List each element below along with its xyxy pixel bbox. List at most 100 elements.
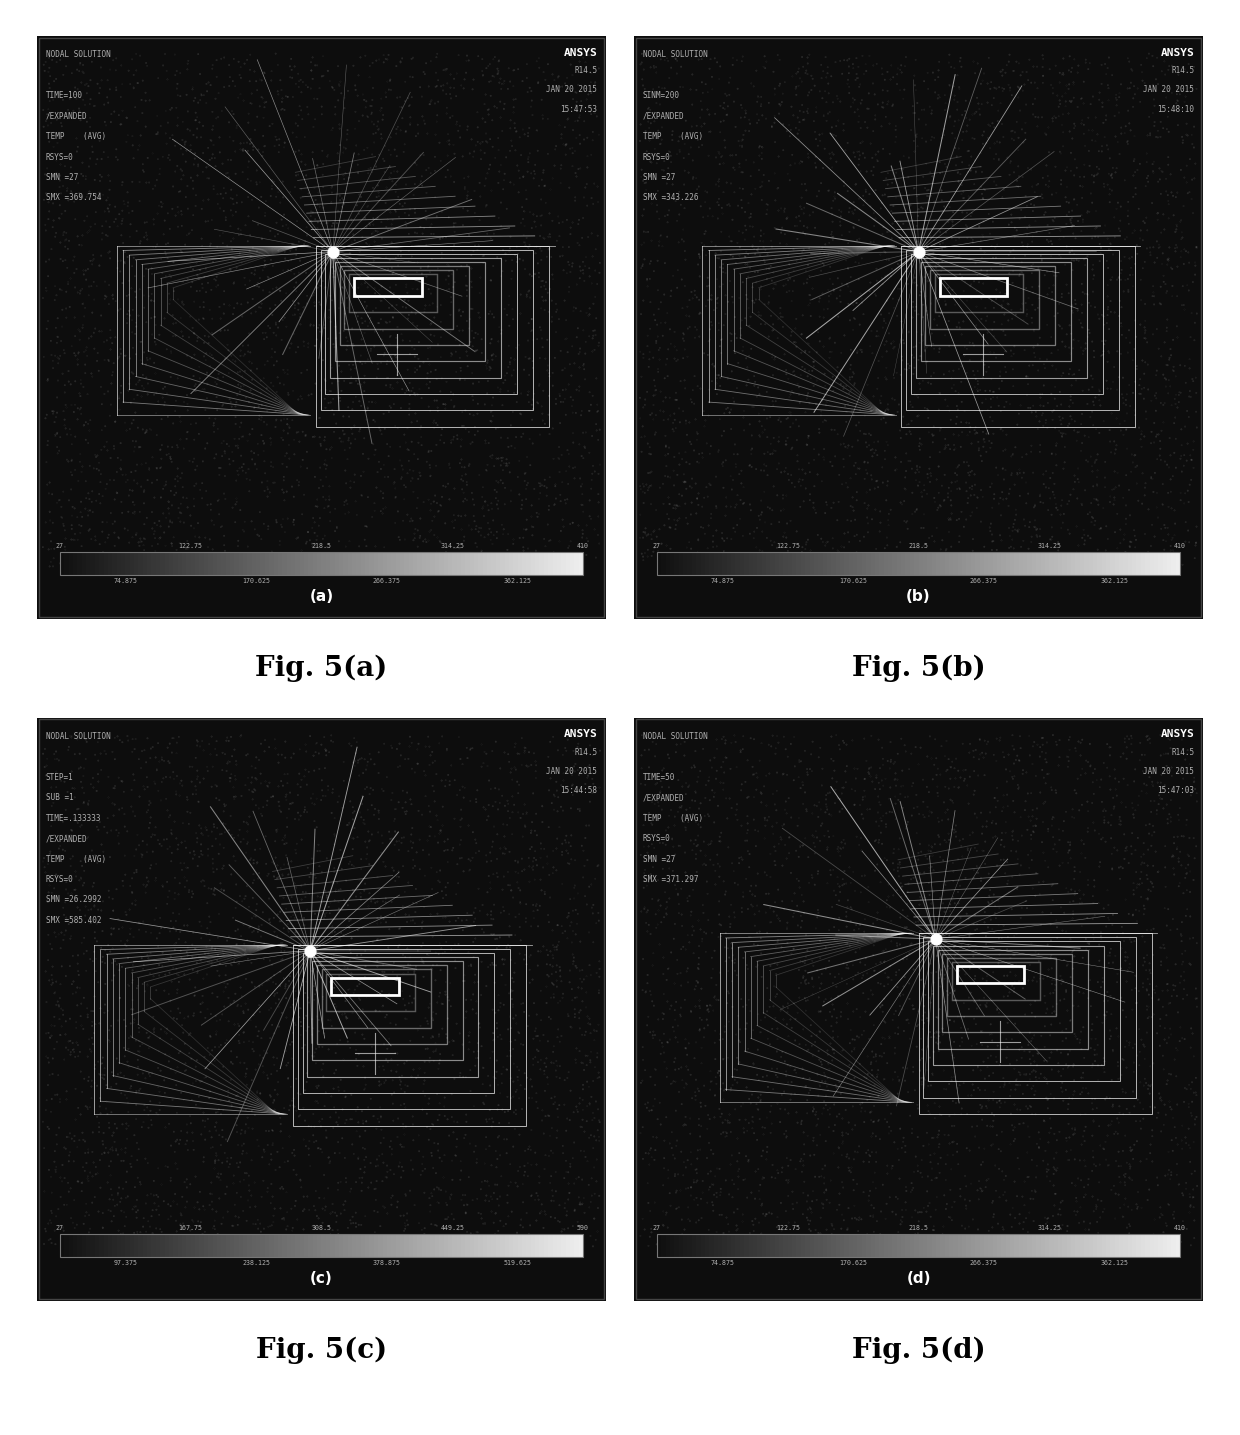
Point — [224, 1225, 244, 1248]
Point — [1127, 1197, 1147, 1220]
Point — [923, 1126, 942, 1149]
Point — [467, 392, 487, 415]
Point — [831, 214, 851, 237]
Point — [254, 62, 274, 85]
Point — [587, 1020, 606, 1043]
Point — [141, 921, 161, 944]
Point — [180, 1172, 200, 1195]
Point — [388, 363, 408, 386]
Point — [236, 884, 255, 907]
Point — [1095, 805, 1115, 828]
Point — [971, 230, 991, 253]
Point — [929, 83, 949, 106]
Point — [91, 164, 110, 187]
Point — [74, 860, 94, 883]
Point — [419, 353, 439, 376]
Point — [232, 306, 252, 329]
Point — [583, 931, 603, 954]
Point — [1172, 1114, 1192, 1137]
Point — [497, 1142, 517, 1165]
Point — [497, 936, 517, 959]
Point — [203, 115, 223, 138]
Bar — [1146, 552, 1149, 575]
Point — [450, 537, 470, 560]
Point — [474, 752, 494, 775]
Point — [125, 1230, 145, 1253]
Point — [1078, 751, 1097, 773]
Point — [485, 971, 505, 994]
Point — [82, 839, 102, 862]
Point — [126, 286, 146, 309]
Point — [439, 1205, 459, 1228]
Point — [733, 524, 753, 547]
Point — [83, 1165, 103, 1188]
Point — [755, 806, 775, 829]
Point — [1101, 268, 1121, 291]
Point — [760, 865, 780, 888]
Point — [675, 1114, 694, 1137]
Point — [226, 850, 246, 872]
Point — [573, 354, 593, 377]
Point — [1142, 1119, 1162, 1142]
Point — [676, 412, 696, 435]
Point — [1184, 847, 1204, 870]
Point — [112, 375, 131, 397]
Point — [223, 497, 243, 519]
Point — [537, 1066, 557, 1089]
Point — [110, 86, 130, 109]
Point — [673, 1164, 693, 1187]
Bar — [274, 552, 278, 575]
Point — [40, 1158, 60, 1181]
Point — [1085, 875, 1105, 898]
Point — [42, 969, 62, 992]
Point — [210, 1098, 229, 1121]
Point — [284, 485, 304, 508]
Point — [675, 274, 694, 297]
Point — [37, 403, 57, 426]
Point — [804, 1101, 823, 1124]
Point — [109, 397, 129, 420]
Point — [893, 88, 913, 110]
Point — [1004, 752, 1024, 775]
Point — [1172, 953, 1192, 976]
Point — [1045, 486, 1065, 509]
Point — [639, 864, 658, 887]
Point — [911, 517, 931, 540]
Point — [773, 316, 792, 339]
Point — [929, 1119, 949, 1142]
Point — [807, 1134, 827, 1157]
Point — [921, 258, 941, 281]
Point — [728, 1159, 748, 1182]
Point — [295, 126, 315, 149]
Point — [971, 1020, 991, 1043]
Point — [455, 1124, 475, 1147]
Point — [908, 1125, 928, 1148]
Point — [1133, 1098, 1153, 1121]
Point — [262, 346, 281, 369]
Point — [1173, 1184, 1193, 1207]
Point — [200, 733, 219, 756]
Point — [66, 865, 86, 888]
Point — [792, 545, 812, 568]
Point — [336, 1167, 356, 1190]
Point — [833, 375, 853, 397]
Point — [729, 156, 749, 179]
Point — [95, 415, 115, 438]
Point — [1044, 1162, 1064, 1185]
Point — [242, 781, 262, 804]
Point — [645, 745, 665, 768]
Point — [543, 947, 563, 970]
Point — [761, 512, 781, 535]
Point — [1047, 497, 1066, 519]
Bar — [548, 1234, 553, 1257]
Point — [749, 136, 769, 159]
Bar — [217, 552, 222, 575]
Point — [441, 344, 461, 367]
Point — [193, 1109, 213, 1132]
Point — [830, 284, 849, 307]
Point — [47, 346, 67, 369]
Point — [1038, 1088, 1058, 1111]
Point — [120, 225, 140, 248]
Point — [765, 531, 785, 554]
Point — [378, 139, 398, 162]
